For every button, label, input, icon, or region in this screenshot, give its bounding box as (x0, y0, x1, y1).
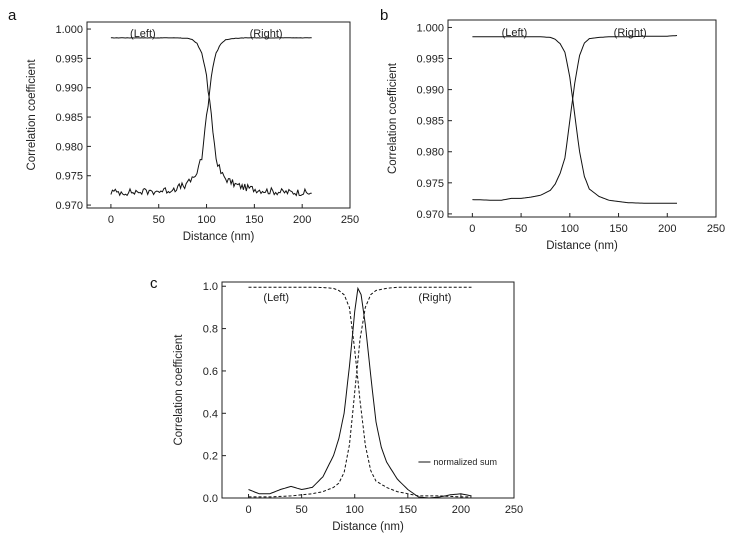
y-tick-label: 0.970 (55, 200, 83, 212)
annotation-label: (Right) (418, 292, 451, 304)
panel-letter: c (150, 275, 158, 292)
x-tick-label: 50 (153, 214, 165, 226)
y-tick-label: 0.980 (416, 147, 444, 159)
y-tick-label: 0.975 (55, 171, 83, 183)
y-tick-label: 0.8 (203, 324, 218, 336)
series-line-1 (472, 36, 677, 204)
series-line-2 (248, 286, 472, 498)
annotation-label: (Left) (130, 28, 156, 40)
annotation-label: (Left) (502, 27, 528, 39)
panel-letter: a (8, 7, 17, 24)
x-tick-label: 250 (505, 504, 523, 516)
x-tick-label: 50 (296, 504, 308, 516)
x-tick-label: 100 (561, 223, 579, 235)
annotation-label: (Right) (614, 27, 647, 39)
x-tick-label: 150 (245, 214, 263, 226)
x-tick-label: 0 (245, 504, 251, 516)
y-tick-label: 0.970 (416, 209, 444, 221)
chart-panel-c: c 0 50 100 150 200 250 0.0 0.2 0.4 0.6 0.8 1.0 Distan… (150, 275, 523, 533)
x-tick-label: 100 (346, 504, 364, 516)
y-tick-label: 0.990 (55, 83, 83, 95)
y-tick-label: 0.980 (55, 141, 83, 153)
y-tick-label: 0.2 (203, 451, 218, 463)
series-line-1 (248, 286, 472, 498)
x-tick-label: 0 (108, 214, 114, 226)
y-tick-label: 1.000 (416, 22, 444, 34)
y-tick-label: 1.000 (55, 24, 83, 36)
x-tick-label: 0 (469, 223, 475, 235)
y-tick-label: 0.985 (416, 116, 444, 128)
y-tick-label: 1.0 (203, 281, 218, 293)
chart-panel-b: b 0 50 100 150 200 250 0.970 0.975 0.980 0.985 0.99… (380, 7, 725, 252)
y-tick-label: 0.4 (203, 408, 218, 420)
series-line-2 (110, 37, 312, 197)
chart-panel-a: a 0 50 100 150 200 250 0.970 0.975 0.980 0.985 0.99… (8, 7, 359, 243)
x-tick-label: 250 (707, 223, 725, 235)
x-tick-label: 50 (515, 223, 527, 235)
annotation-label: (Right) (250, 28, 283, 40)
x-tick-label: 150 (399, 504, 417, 516)
x-axis-label: Distance (nm) (546, 240, 618, 252)
y-tick-label: 0.995 (55, 53, 83, 65)
y-tick-label: 0.6 (203, 366, 218, 378)
x-tick-label: 200 (293, 214, 311, 226)
y-axis-label: Correlation coefficient (173, 334, 185, 446)
plot-frame (86, 21, 351, 209)
x-tick-label: 100 (197, 214, 215, 226)
y-tick-label: 0.995 (416, 54, 444, 66)
y-axis-label: Correlation coefficient (387, 62, 399, 174)
y-tick-label: 0.975 (416, 178, 444, 190)
x-axis-label: Distance (nm) (183, 231, 255, 243)
x-axis-label: Distance (nm) (332, 521, 404, 533)
y-axis-label: Correlation coefficient (26, 59, 38, 171)
y-tick-label: 0.0 (203, 493, 218, 505)
series-line-2 (472, 35, 678, 201)
x-tick-label: 200 (452, 504, 470, 516)
series-line-1 (110, 37, 312, 197)
x-tick-label: 200 (658, 223, 676, 235)
plot-frame (447, 19, 717, 218)
legend-label: normalized sum (433, 457, 497, 467)
x-tick-label: 250 (341, 214, 359, 226)
y-tick-label: 0.985 (55, 112, 83, 124)
x-tick-label: 150 (609, 223, 627, 235)
annotation-label: (Left) (263, 292, 289, 304)
plot-frame (221, 281, 515, 499)
series-line-3 (248, 286, 472, 499)
panel-letter: b (380, 7, 388, 24)
y-tick-label: 0.990 (416, 85, 444, 97)
